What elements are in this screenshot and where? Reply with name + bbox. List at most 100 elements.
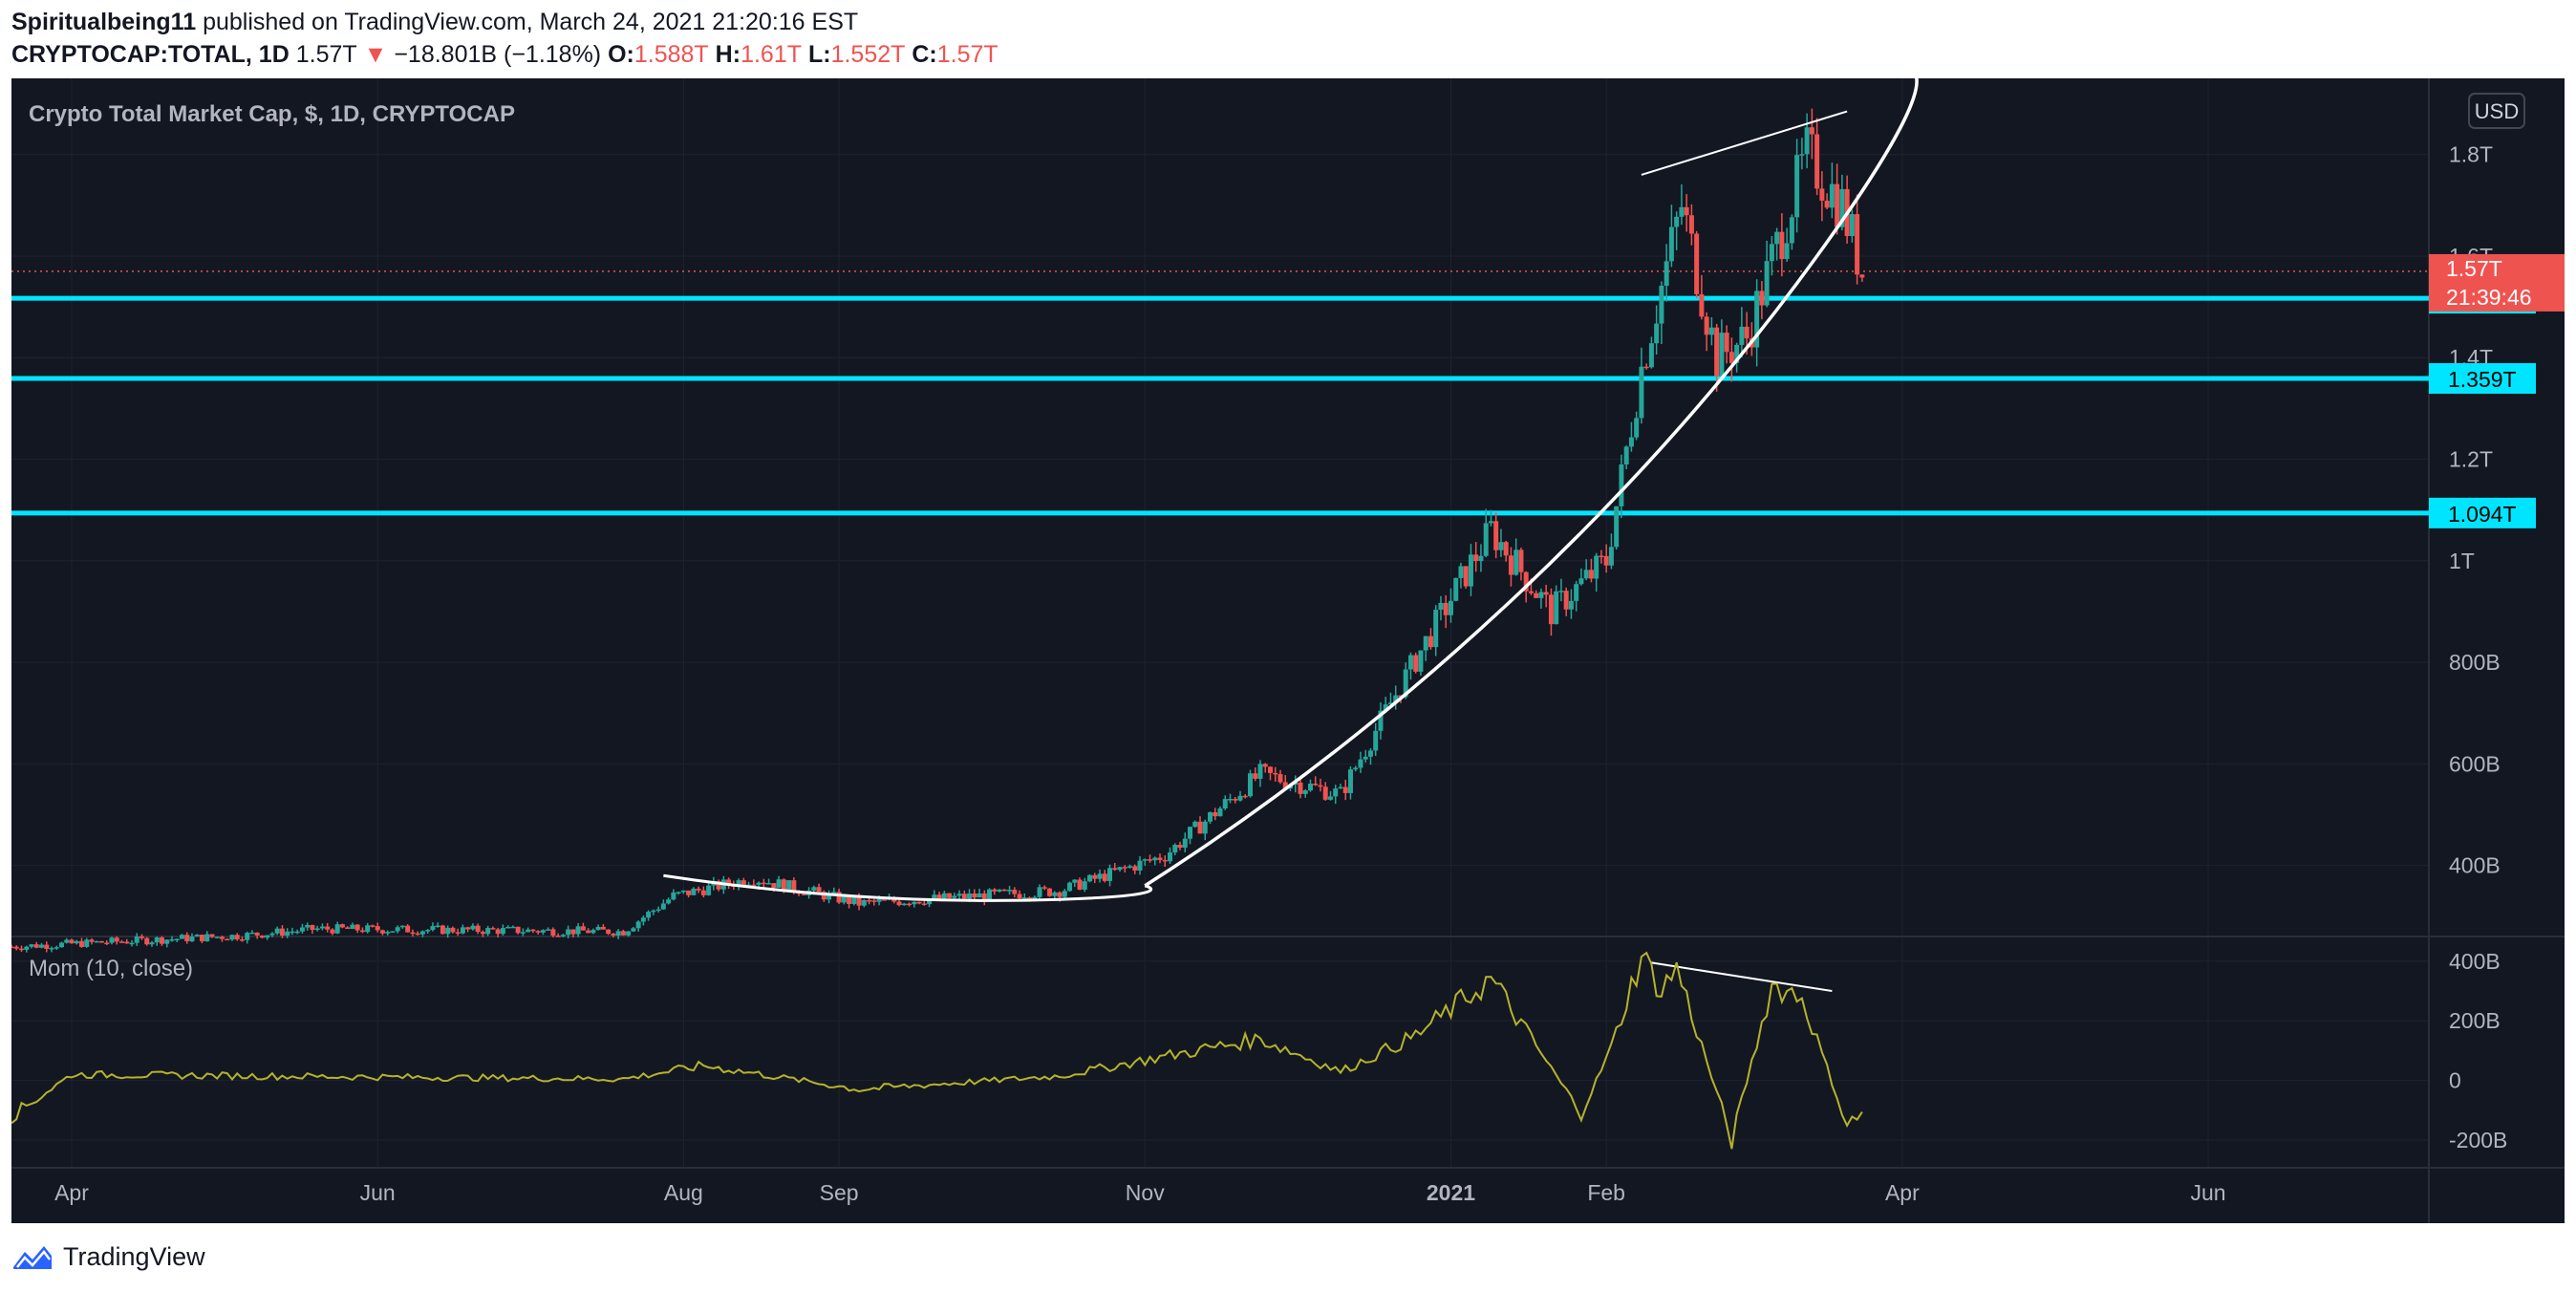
- candle-body: [871, 900, 877, 902]
- candle-body: [1202, 821, 1208, 834]
- candle-body: [676, 892, 681, 894]
- candle-body: [1007, 890, 1013, 892]
- candle-body: [1242, 795, 1248, 798]
- close-label: C:: [912, 41, 937, 68]
- candle-body: [1503, 542, 1509, 556]
- candle-body: [1237, 795, 1243, 801]
- candle-body: [64, 939, 70, 943]
- price-tick-label: 400B: [2449, 853, 2501, 878]
- candle-body: [961, 894, 967, 899]
- candle-body: [365, 925, 371, 933]
- candle-body: [1668, 226, 1674, 262]
- candle-body: [776, 879, 782, 888]
- time-axis[interactable]: Apr Jun Aug Sep Nov 2021 Feb Apr Jun: [54, 1180, 2226, 1205]
- candle-body: [1599, 555, 1604, 558]
- candle-body: [475, 925, 481, 933]
- candle-body: [1473, 554, 1479, 562]
- candle-body: [89, 939, 95, 942]
- candle-body: [1208, 811, 1213, 822]
- time-tick-label: 2021: [1427, 1180, 1475, 1205]
- candle-body: [480, 932, 485, 935]
- candle-body: [586, 930, 591, 934]
- candle-body: [1619, 464, 1624, 506]
- symbol-label: CRYPTOCAP:TOTAL, 1D: [11, 41, 290, 68]
- candle-body: [1057, 892, 1063, 897]
- candle-body: [635, 921, 641, 929]
- candle-body: [84, 939, 90, 947]
- candle-body: [249, 932, 255, 935]
- candle-body: [1253, 773, 1258, 779]
- candle-body: [440, 925, 445, 935]
- candle-body: [1523, 571, 1529, 592]
- publish-line: Spiritualbeing11 published on TradingVie…: [11, 6, 998, 38]
- down-arrow-icon: ▼: [363, 41, 388, 68]
- candle-body: [606, 929, 612, 935]
- footer-brand[interactable]: TradingView: [63, 1241, 205, 1271]
- candle-body: [1578, 578, 1584, 585]
- chart-frame[interactable]: Crypto Total Market Cap, $, 1D, CRYPTOCA…: [9, 68, 2565, 1223]
- candle-body: [1067, 882, 1073, 892]
- candle-body: [1643, 366, 1649, 369]
- chart-canvas[interactable]: Crypto Total Market Cap, $, 1D, CRYPTOCA…: [9, 68, 2565, 1223]
- candle-body: [1363, 756, 1368, 760]
- candle-body: [1648, 343, 1654, 368]
- candle-body: [570, 929, 576, 935]
- candle-body: [580, 926, 586, 931]
- price-tick-label: 1T: [2449, 549, 2475, 573]
- candle-body: [465, 927, 471, 930]
- price-tick-label: 800B: [2449, 650, 2501, 675]
- candle-body: [1855, 214, 1860, 275]
- candle-body: [540, 930, 546, 933]
- candle-body: [1528, 591, 1534, 593]
- candle-body: [1719, 333, 1725, 377]
- candle-body: [1282, 782, 1288, 789]
- candle-body: [952, 895, 957, 898]
- candle-body: [1538, 592, 1544, 598]
- candle-body: [285, 931, 290, 937]
- momentum-axis[interactable]: -200B 0 200B 400B: [2449, 949, 2507, 1152]
- candle-body: [265, 935, 270, 938]
- time-tick-label: Nov: [1126, 1180, 1165, 1205]
- indicator-title: Mom (10, close): [29, 956, 193, 981]
- candle-body: [1097, 873, 1103, 879]
- candle-body: [1298, 782, 1303, 794]
- candle-body: [29, 944, 34, 947]
- candle-body: [500, 928, 505, 935]
- candle-body: [1659, 286, 1664, 324]
- candle-body: [229, 935, 235, 940]
- time-tick-label: Aug: [664, 1180, 703, 1205]
- candle-body: [1714, 327, 1720, 377]
- currency-button[interactable]: USD: [2468, 93, 2525, 129]
- candle-body: [967, 893, 973, 899]
- tradingview-logo-icon[interactable]: [11, 1242, 54, 1271]
- candle-body: [58, 942, 64, 948]
- publisher-name[interactable]: Spiritualbeing11: [11, 9, 197, 35]
- candle-body: [987, 889, 993, 901]
- candle-body: [419, 931, 425, 935]
- candle-body: [831, 892, 837, 894]
- candle-body: [696, 888, 701, 891]
- candle-body: [861, 899, 867, 906]
- candle-body: [1373, 730, 1379, 751]
- candle-body: [445, 927, 451, 935]
- candle-body: [686, 890, 692, 895]
- candle-body: [1137, 860, 1143, 871]
- level-badge-label: 1.094T: [2448, 502, 2517, 527]
- candle-body: [1704, 316, 1709, 335]
- countdown-label: 21:39:46: [2446, 285, 2532, 310]
- candle-body: [98, 940, 104, 943]
- candle-body: [595, 926, 601, 931]
- candles: [9, 108, 1865, 953]
- candle-body: [1021, 897, 1027, 899]
- candle-body: [109, 937, 115, 943]
- candle-body: [245, 933, 250, 940]
- candle-body: [1102, 873, 1107, 881]
- candle-body: [1779, 231, 1785, 260]
- candle-body: [1117, 867, 1123, 871]
- candle-body: [1628, 437, 1634, 447]
- candle-body: [1688, 215, 1694, 234]
- candle-body: [526, 929, 531, 933]
- candle-body: [485, 928, 491, 935]
- candle-body: [1072, 879, 1078, 883]
- candle-body: [1407, 655, 1413, 670]
